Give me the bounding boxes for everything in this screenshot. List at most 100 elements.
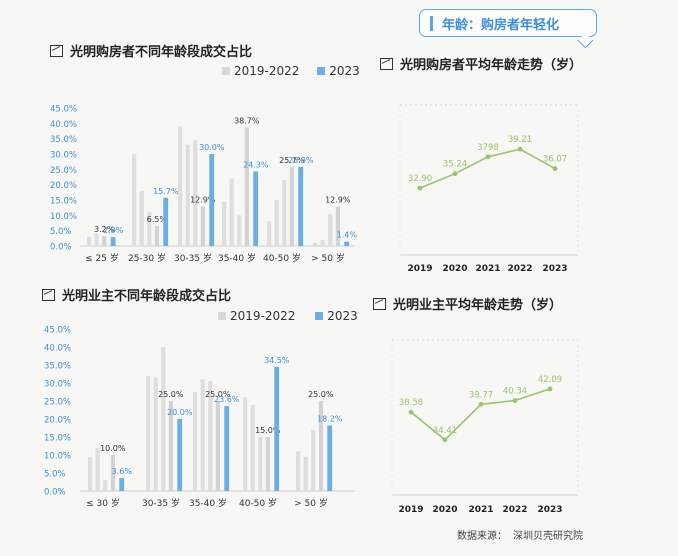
x-year-label: 2022 [507, 264, 532, 274]
gray-bar-2019-2022 [237, 215, 242, 246]
owner-share-title: 光明业主不同年龄段成交占比 [62, 289, 232, 304]
legend-swatch-gray [218, 312, 226, 320]
gray-bar-2019-2022 [185, 144, 190, 246]
data-source-label: 数据来源： [457, 531, 507, 542]
gray-bar-2019-2022 [303, 456, 308, 491]
x-category-label: > 50 岁 [294, 497, 328, 509]
buyer-age-title: 光明购房者平均年龄走势（岁） [400, 58, 583, 73]
x-year-label: 2019 [407, 264, 432, 274]
x-year-label: 2020 [432, 505, 457, 515]
gray-bar-labeled [102, 236, 107, 246]
x-category-label: > 50 岁 [311, 252, 345, 264]
gray-bar-2019-2022 [296, 451, 301, 491]
gray-bar-2019-2022 [147, 212, 152, 246]
gray-bar-value-label: 12.9% [325, 195, 351, 204]
blue-bar-value-label: 34.5% [264, 356, 290, 365]
gray-bar-2019-2022 [95, 447, 100, 491]
section-tag: 年龄：购房者年轻化 [419, 9, 597, 49]
owner-age-title: 光明业主平均年龄走势（岁） [393, 298, 563, 313]
gray-bar-labeled [110, 455, 115, 491]
gray-bar-2019-2022 [146, 375, 151, 491]
blue-bar-2023 [224, 406, 230, 491]
data-point-label: 39.77 [469, 390, 493, 400]
legend-item-2019-2022: 2019-2022 [234, 64, 300, 78]
data-point [485, 154, 491, 160]
blue-bar-value-label: 2.9% [103, 226, 124, 235]
data-point [552, 166, 558, 171]
blue-bar-2023 [274, 366, 280, 491]
gray-bar-2019-2022 [161, 347, 166, 491]
data-point-label: 32.90 [408, 174, 432, 184]
data-point [417, 185, 423, 191]
x-year-label: 2023 [537, 505, 562, 515]
x-category-label: 40-50 岁 [239, 497, 277, 509]
blue-bar-value-label: 3.6% [112, 467, 133, 476]
legend-swatch-blue [317, 67, 326, 75]
blue-bar-2023 [163, 197, 169, 246]
gray-bar-2019-2022 [258, 437, 263, 491]
data-point-label: 39.21 [508, 135, 532, 145]
blue-bar-2023 [209, 154, 215, 246]
legend-swatch-gray [222, 67, 230, 75]
gray-bar-labeled [154, 226, 159, 246]
gray-bar-2019-2022 [200, 379, 205, 491]
blue-bar-2023 [344, 241, 350, 246]
blue-bar-2023 [253, 171, 259, 246]
data-point-label: 40.34 [503, 386, 527, 396]
gray-bar-value-label: 25.0% [308, 390, 334, 399]
y-tick-label: 10.0% [44, 452, 71, 462]
gray-bar-2019-2022 [311, 429, 316, 491]
y-tick-label: 5.0% [50, 227, 72, 237]
data-point-label: 34.41 [433, 426, 457, 436]
gray-bar-value-label: 15.0% [255, 426, 281, 435]
data-point [512, 398, 518, 403]
buyer-share-title-block: 光明购房者不同年龄段成交占比 [50, 41, 252, 60]
legend-item-2019-2022: 2019-2022 [230, 309, 296, 323]
gray-bar-labeled [318, 401, 323, 491]
gray-bar-value-label: 10.0% [100, 444, 126, 453]
x-category-label: ≤ 25 岁 [85, 252, 119, 264]
y-tick-label: 30.0% [44, 380, 71, 390]
gray-bar-2019-2022 [208, 381, 213, 491]
gray-bar-2019-2022 [153, 377, 158, 491]
data-point-label: 3798 [477, 143, 499, 153]
blue-bar-2023 [327, 425, 333, 491]
x-category-label: 30-35 岁 [174, 252, 212, 264]
buyer-share-title: 光明购房者不同年龄段成交占比 [70, 45, 253, 60]
blue-bar-value-label: 15.7% [153, 187, 179, 196]
buyer-age-title-block: 光明购房者平均年龄走势（岁） [380, 54, 582, 73]
y-tick-label: 25.0% [50, 166, 77, 176]
gray-bar-2019-2022 [282, 180, 287, 246]
legend-swatch-blue [315, 312, 324, 320]
data-point [547, 386, 553, 392]
x-category-label: 25-30 岁 [128, 252, 166, 264]
gray-bar-2019-2022 [193, 392, 198, 491]
y-tick-label: 30.0% [50, 151, 77, 161]
gray-bar-value-label: 25.0% [205, 390, 231, 399]
blue-bar-2023 [177, 419, 183, 491]
gray-bar-2019-2022 [88, 456, 93, 491]
x-category-label: 35-40 岁 [218, 252, 256, 264]
blue-bar-value-label: 1.4% [337, 231, 358, 240]
y-tick-label: 35.0% [44, 362, 71, 372]
x-year-label: 2023 [542, 264, 567, 274]
gray-bar-labeled [200, 206, 205, 246]
y-tick-label: 15.0% [44, 434, 71, 444]
blue-bar-2023 [119, 478, 125, 491]
data-point [452, 171, 458, 177]
gray-bar-2019-2022 [132, 154, 137, 246]
gray-bar-2019-2022 [274, 200, 279, 246]
gray-bar-2019-2022 [103, 480, 108, 491]
gray-bar-labeled [289, 167, 294, 246]
gray-bar-2019-2022 [229, 178, 234, 246]
gray-bar-2019-2022 [87, 236, 92, 246]
y-tick-label: 25.0% [44, 398, 71, 408]
gray-bar-labeled [265, 437, 270, 491]
x-year-label: 2022 [502, 505, 527, 515]
data-point-label: 36.07 [543, 155, 567, 165]
data-source-value: 深圳贝壳研究院 [513, 531, 583, 542]
x-category-label: 30-35 岁 [142, 497, 180, 509]
gray-bar-2019-2022 [94, 233, 99, 246]
gray-bar-value-label: 3.2% [94, 225, 115, 234]
gray-bar-labeled [244, 127, 249, 246]
